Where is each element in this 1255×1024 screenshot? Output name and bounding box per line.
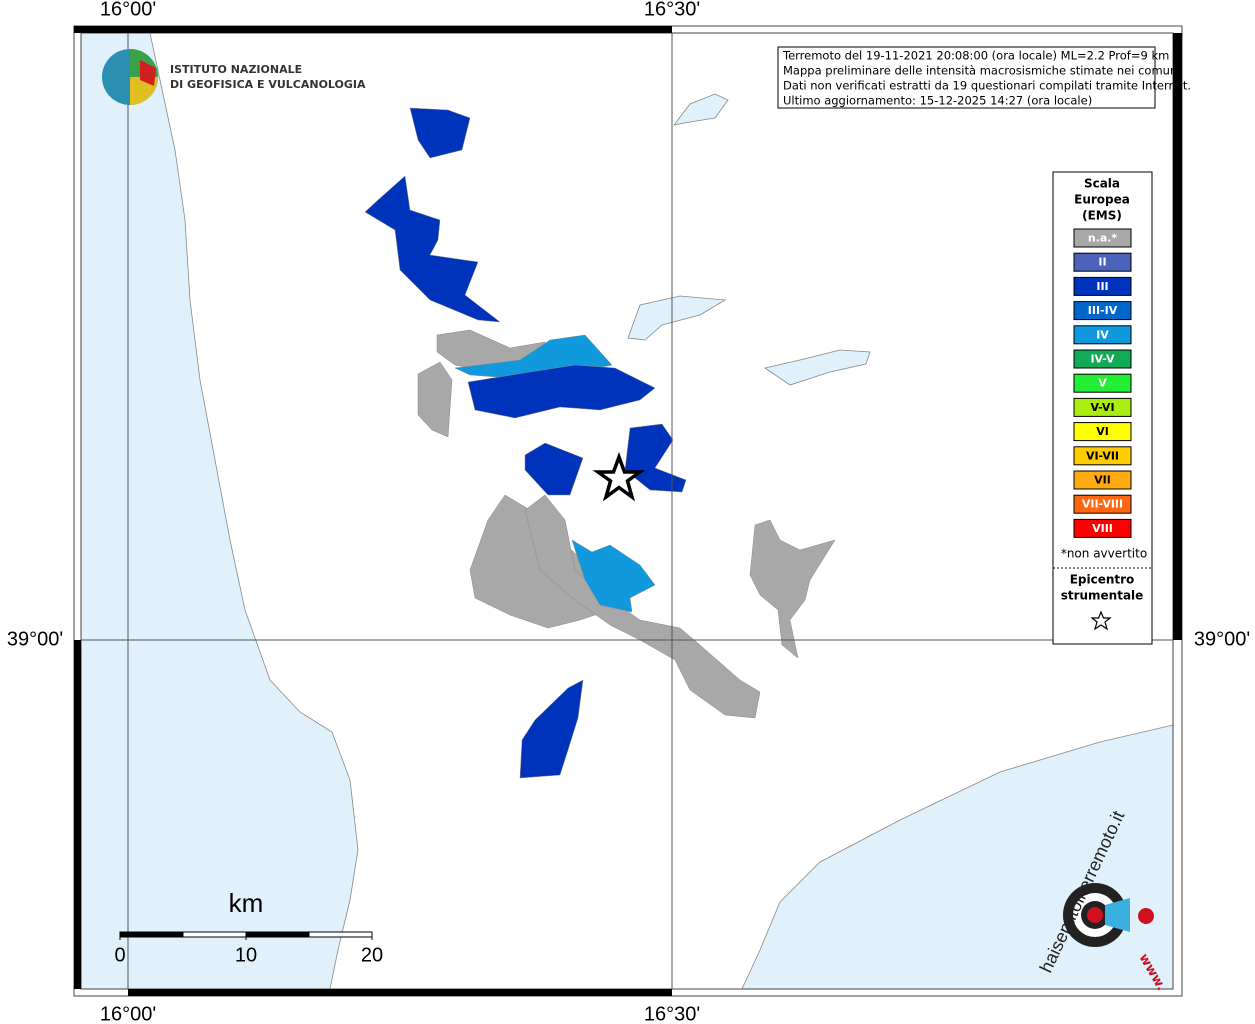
- legend-label: II: [1098, 256, 1106, 269]
- scale-segment: [119, 931, 184, 938]
- lake: [627, 295, 727, 341]
- lake: [764, 349, 871, 386]
- legend-label: V-VI: [1090, 401, 1114, 414]
- scale-label: 10: [235, 944, 257, 966]
- scale-segment: [182, 931, 247, 938]
- area: [524, 442, 584, 496]
- area: [749, 519, 836, 659]
- legend-star: [1090, 610, 1112, 631]
- legend-label: V: [1098, 377, 1107, 390]
- ingv-logo: ISTITUTO NAZIONALE DI GEOFISICA E VULCAN…: [102, 49, 366, 105]
- area: [417, 361, 453, 438]
- legend-label: VII: [1094, 474, 1111, 487]
- legend-label: IV-V: [1090, 353, 1115, 366]
- lon-label: 16°00': [100, 0, 156, 20]
- legend-label: n.a.*: [1088, 232, 1118, 245]
- legend-epicenter: strumentale: [1061, 589, 1144, 603]
- legend-swatch: [1073, 276, 1132, 296]
- sea-west: [80, 32, 359, 990]
- scale-label: 0: [114, 944, 125, 966]
- legend: Scala Europea (EMS) *non avvertito Epice…: [1052, 171, 1153, 645]
- legend-title: (EMS): [1082, 209, 1122, 223]
- legend-swatch: [1073, 494, 1132, 514]
- lat-label: 39°00': [7, 628, 63, 650]
- lon-label: 16°30': [644, 1003, 700, 1024]
- info-line: Mappa preliminare delle intensità macros…: [783, 64, 1180, 78]
- legend-label: VI-VII: [1086, 449, 1119, 462]
- frame-bar: [74, 26, 672, 33]
- scale-bar: km 0 10 20: [114, 888, 383, 966]
- legend-label: III: [1096, 280, 1108, 293]
- logo-text: ISTITUTO NAZIONALE: [170, 63, 302, 76]
- lon-label: 16°00': [100, 1003, 156, 1024]
- legend-swatch: [1073, 470, 1132, 490]
- logo-text: DI GEOFISICA E VULCANOLOGIA: [170, 78, 366, 91]
- logo-dot: [1087, 907, 1103, 923]
- area: [409, 107, 471, 159]
- lake: [673, 93, 729, 126]
- area: [571, 539, 656, 613]
- info-frame: [777, 46, 1156, 109]
- globe-part: [140, 60, 156, 86]
- epicenter-star: [592, 451, 646, 502]
- frame: [73, 25, 1183, 997]
- scale-segment: [245, 931, 310, 938]
- legend-swatch: [1073, 373, 1132, 393]
- legend-label: VI: [1096, 425, 1109, 438]
- area: [519, 679, 584, 779]
- scale-label: 20: [361, 944, 383, 966]
- legend-swatch: [1073, 252, 1132, 272]
- legend-swatch: [1073, 422, 1132, 442]
- area: [467, 364, 656, 419]
- legend-title: Europea: [1074, 193, 1130, 207]
- area: [524, 494, 761, 719]
- legend-label: VIII: [1092, 522, 1113, 535]
- legend-label: IV: [1096, 328, 1109, 341]
- frame-bar: [74, 640, 81, 989]
- info-box: Terremoto del 19-11-2021 20:08:00 (ora l…: [777, 46, 1191, 109]
- legend-title: Scala: [1084, 177, 1120, 191]
- legend-swatch: [1073, 349, 1132, 369]
- lat-label: 39°00': [1194, 628, 1250, 650]
- legend-swatch: [1073, 446, 1132, 466]
- legend-swatch: [1073, 518, 1132, 538]
- legend-swatch: [1073, 301, 1132, 321]
- info-line: Terremoto del 19-11-2021 20:08:00 (ora l…: [782, 49, 1169, 63]
- scale-unit: km: [229, 888, 264, 918]
- info-line: Dati non verificati estratti da 19 quest…: [783, 79, 1191, 93]
- logo-badge: [1138, 908, 1154, 924]
- legend-label: III-IV: [1088, 304, 1118, 317]
- lon-label: 16°30': [644, 0, 700, 20]
- legend-swatch: [1073, 397, 1132, 417]
- legend-note: *non avvertito: [1061, 547, 1147, 561]
- legend-epicenter: Epicentro: [1070, 573, 1135, 587]
- scale-segment: [308, 931, 373, 938]
- info-line: Ultimo aggiornamento: 15-12-2025 14:27 (…: [783, 94, 1092, 108]
- legend-swatch: [1073, 228, 1132, 248]
- legend-label: VII-VIII: [1082, 498, 1123, 511]
- frame-bar: [1173, 33, 1182, 640]
- area: [364, 175, 501, 323]
- legend-swatch: [1073, 325, 1132, 345]
- logo-horn: [1105, 898, 1130, 932]
- frame-bar: [128, 989, 672, 996]
